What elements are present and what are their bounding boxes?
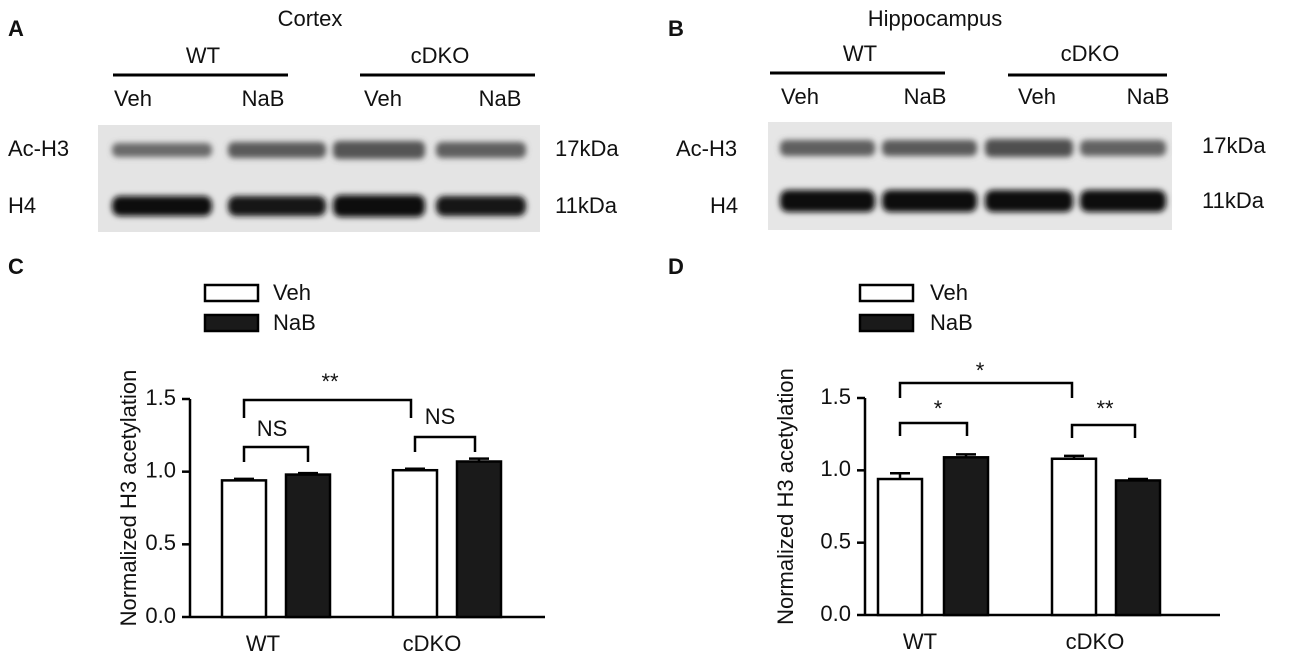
x-tick-label: cDKO <box>403 631 462 656</box>
band-label: Ac-H3 <box>8 136 69 161</box>
bar <box>455 460 503 619</box>
legend-swatch <box>858 283 915 303</box>
group-label: WT <box>186 43 220 68</box>
significance-label: NS <box>257 416 288 441</box>
legend-label: Veh <box>930 280 968 305</box>
legend-label: Veh <box>273 280 311 305</box>
significance-bracket <box>898 421 969 436</box>
size-label: 11kDa <box>1202 188 1265 213</box>
significance-bracket <box>898 381 1074 398</box>
significance-bracket <box>242 398 413 418</box>
panel-letter: D <box>668 254 684 279</box>
legend-swatch <box>203 313 260 333</box>
size-label: 11kDa <box>555 193 618 218</box>
blot-bands <box>112 141 526 217</box>
blot-image <box>768 122 1172 230</box>
y-tick-label: 0.5 <box>820 528 851 553</box>
y-tick-label: 1.5 <box>145 385 176 410</box>
bar <box>1050 457 1098 617</box>
group-label: cDKO <box>411 43 470 68</box>
band-label: H4 <box>8 193 36 218</box>
y-tick-label: 0.5 <box>145 530 176 555</box>
y-tick-label: 0.0 <box>820 601 851 626</box>
lane-label: NaB <box>242 86 285 111</box>
legend-label: NaB <box>930 310 973 335</box>
blot-bands <box>780 139 1166 212</box>
x-tick-label: WT <box>903 629 937 654</box>
band-label: H4 <box>710 193 738 218</box>
y-axis-label: Normalized H3 acetylation <box>773 368 798 625</box>
panel-letter: C <box>8 254 24 279</box>
blot-title: Cortex <box>278 6 343 31</box>
lane-label: NaB <box>479 86 522 111</box>
y-tick-label: 1.0 <box>145 457 176 482</box>
y-tick-label: 1.5 <box>820 384 851 409</box>
lane-label: Veh <box>364 86 402 111</box>
significance-label: NS <box>425 404 456 429</box>
significance-label: * <box>976 358 985 383</box>
band-label: Ac-H3 <box>676 136 737 161</box>
bar <box>391 468 439 619</box>
size-label: 17kDa <box>1202 133 1266 158</box>
blot-title: Hippocampus <box>868 6 1003 31</box>
group-label: WT <box>843 41 877 66</box>
legend-swatch <box>858 313 915 333</box>
x-tick-label: cDKO <box>1066 629 1125 654</box>
bar <box>942 456 990 617</box>
significance-label: * <box>934 396 943 421</box>
significance-label: ** <box>1096 396 1114 421</box>
significance-label: ** <box>321 369 339 394</box>
significance-bracket <box>413 435 477 452</box>
legend-swatch <box>203 283 260 303</box>
lane-label: NaB <box>904 84 947 109</box>
group-label: cDKO <box>1061 41 1120 66</box>
lane-label: NaB <box>1127 84 1170 109</box>
x-tick-label: WT <box>246 631 280 656</box>
lane-label: Veh <box>1018 84 1056 109</box>
panel-letter: B <box>668 16 684 41</box>
significance-bracket <box>1070 423 1137 438</box>
legend-label: NaB <box>273 310 316 335</box>
size-label: 17kDa <box>555 136 619 161</box>
lane-label: Veh <box>114 86 152 111</box>
bar <box>876 477 924 617</box>
y-tick-label: 0.0 <box>145 603 176 628</box>
y-axis-label: Normalized H3 acetylation <box>116 370 141 627</box>
panel-letter: A <box>8 16 24 41</box>
significance-bracket <box>242 445 310 462</box>
bar <box>220 479 268 619</box>
y-tick-label: 1.0 <box>820 456 851 481</box>
bar <box>284 473 332 619</box>
lane-label: Veh <box>781 84 819 109</box>
bar <box>1114 479 1162 617</box>
